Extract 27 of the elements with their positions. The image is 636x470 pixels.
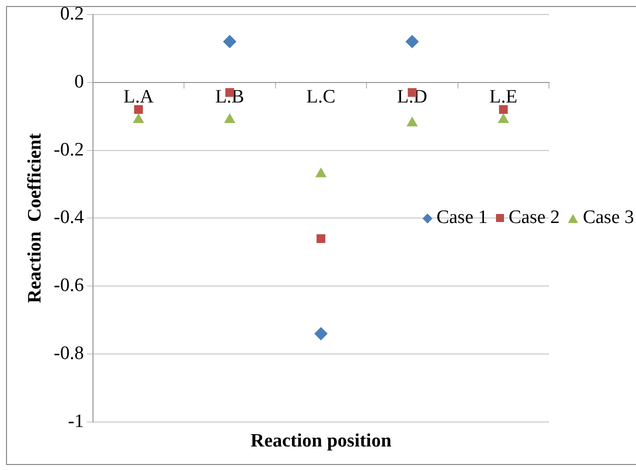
y-tick-label: -0.4 (54, 207, 84, 228)
point (316, 168, 326, 178)
y-tick-label: 0 (74, 71, 84, 92)
legend-label: Case 3 (582, 207, 634, 230)
point (499, 105, 508, 114)
legend-label: Case 2 (508, 207, 560, 230)
point (316, 234, 326, 243)
y-tick-label: -1 (68, 410, 84, 432)
y-tick-label: 0.2 (60, 3, 84, 24)
point (224, 114, 235, 123)
legend-label: Case 1 (436, 207, 488, 230)
point (314, 327, 328, 340)
x-tick-label: L.B (215, 86, 244, 108)
x-axis-title: Reaction position (250, 430, 392, 452)
y-axis-title: Reaction Coefficient (24, 132, 46, 304)
point (498, 114, 509, 123)
point (133, 114, 144, 123)
y-tick-label: -0.8 (54, 343, 84, 364)
x-tick-label: L.A (123, 86, 154, 108)
point (406, 117, 418, 126)
y-tick-label: -0.6 (54, 275, 84, 296)
point (134, 105, 143, 114)
x-tick-label: L.C (306, 86, 336, 108)
point (406, 35, 419, 48)
y-tick-label: -0.2 (54, 139, 84, 160)
point (223, 35, 236, 48)
x-tick-label: L.E (489, 86, 518, 108)
